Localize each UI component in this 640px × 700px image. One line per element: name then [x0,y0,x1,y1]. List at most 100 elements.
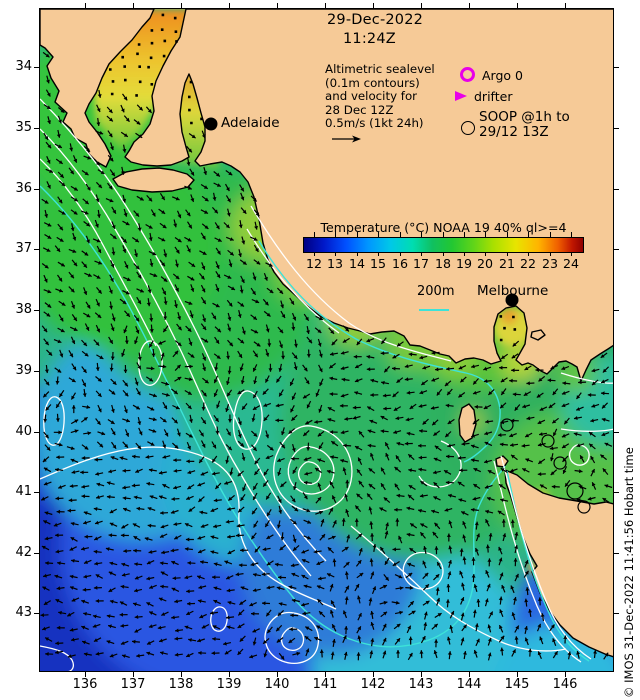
soop-circle-icon [461,121,475,135]
lon-tick-top [133,3,134,8]
lat-tick-right [614,553,619,554]
colorbar-tick [507,232,508,237]
lon-tick-label: 146 [552,677,578,692]
lat-tick-label: 43 [15,605,32,620]
lon-tick-bottom [325,672,326,677]
colorbar-tick [464,232,465,237]
velocity-scale-arrow [332,135,361,143]
colorbar-tick-label: 14 [348,256,366,271]
colorbar-tick [550,252,551,256]
colorbar-tick [378,252,379,256]
ocean-temperature-map [40,9,613,671]
colorbar-tick [485,252,486,256]
lat-tick-label: 42 [15,545,32,560]
lon-tick-bottom [85,672,86,677]
colorbar-tick [464,252,465,256]
lat-tick-left [34,371,39,372]
lon-tick-bottom [277,672,278,677]
lat-tick-label: 40 [15,424,32,439]
colorbar-title: Temperature (°C) NOAA 19 40% ql>=4 [320,220,567,235]
velocity-vector-arrows [40,13,613,661]
lat-tick-left [34,189,39,190]
lon-tick-bottom [229,672,230,677]
lon-tick-top [373,3,374,8]
colorbar-tick-label: 24 [562,256,580,271]
argo-legend-label: Argo 0 [482,68,523,83]
lon-tick-bottom [517,672,518,677]
lat-tick-left [34,613,39,614]
lat-tick-left [34,310,39,311]
temperature-colorbar: Temperature (°C) NOAA 19 40% ql>=4 12 13 1… [303,220,584,271]
lat-tick-label: 36 [15,181,32,196]
lat-tick-label: 39 [15,363,32,378]
lon-tick-bottom [373,672,374,677]
colorbar-tick [485,232,486,237]
colorbar-tick [528,252,529,256]
lon-tick-top [85,3,86,8]
colorbar-tick [335,252,336,256]
lon-tick-label: 139 [216,677,242,692]
colorbar-tick [335,232,336,237]
soop-legend-label: SOOP @1h to 29/12 13Z [479,110,570,140]
soop-observation-circles [500,418,591,514]
lon-tick-label: 145 [504,677,530,692]
lat-tick-right [614,613,619,614]
lat-tick-label: 34 [15,59,32,74]
lon-tick-top [181,3,182,8]
colorbar-tick-label: 20 [476,256,494,271]
drifter-arrow-icon [455,91,467,101]
lat-tick-right [614,128,619,129]
lat-tick-right [614,189,619,190]
lat-tick-label: 35 [15,120,32,135]
colorbar-tick [357,232,358,237]
map-canvas [39,8,614,672]
lon-tick-top [277,3,278,8]
lat-tick-left [34,553,39,554]
colorbar-tick-label: 12 [305,256,323,271]
lon-tick-top [229,3,230,8]
land-polygon [40,9,155,168]
colorbar-gradient [303,237,584,253]
city-label-melbourne: Melbourne [477,283,549,299]
lat-tick-left [34,432,39,433]
lon-tick-label: 137 [120,677,146,692]
land-polygon [112,167,195,193]
colorbar-tick-label: 13 [326,256,344,271]
altimetric-note-line2: (0.1m contours) [325,75,420,90]
colorbar-tick [421,252,422,256]
colorbar-tick-label: 21 [498,256,516,271]
lon-tick-label: 140 [264,677,290,692]
watermark-credit: © IMOS 31-Dec-2022 11:41:56 Hobart time [622,447,636,698]
colorbar-tick [314,252,315,256]
lon-tick-bottom [469,672,470,677]
lon-tick-bottom [421,672,422,677]
lat-tick-right [614,310,619,311]
colorbar-tick [550,232,551,237]
lon-tick-top [565,3,566,8]
sealevel-contours [40,98,613,671]
colorbar-tick [571,232,572,237]
lon-tick-top [325,3,326,8]
lat-tick-left [34,492,39,493]
colorbar-tick-label: 16 [391,256,409,271]
lat-tick-label: 41 [15,484,32,499]
lon-tick-label: 143 [408,677,434,692]
depth-contour-label: 200m [417,284,455,299]
altimetric-note-line5: 0.5m/s (1kt 24h) [325,116,424,131]
altimetric-note-line3: and velocity for [325,89,418,104]
colorbar-tick-label: 15 [369,256,387,271]
colorbar-tick-label: 18 [434,256,452,271]
city-label-adelaide: Adelaide [221,115,280,131]
argo-float-icon [460,67,475,82]
lat-tick-label: 37 [15,241,32,256]
lon-tick-label: 138 [168,677,194,692]
colorbar-tick [400,232,401,237]
colorbar-tick [507,252,508,256]
melbourne-city-dot [505,293,519,307]
colorbar-tick [571,252,572,256]
lat-tick-right [614,67,619,68]
colorbar-tick [443,252,444,256]
drifter-legend-label: drifter [474,89,513,104]
altimetric-note-line1: Altimetric sealevel [325,62,435,76]
